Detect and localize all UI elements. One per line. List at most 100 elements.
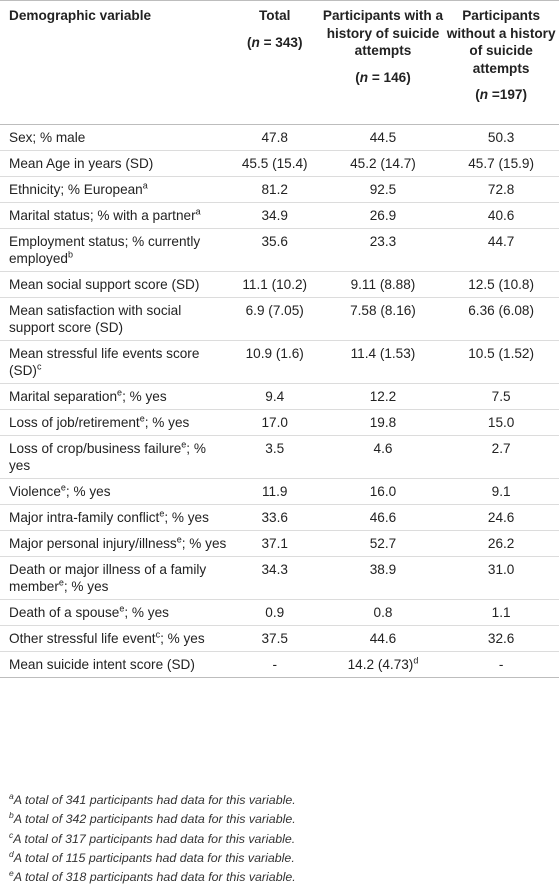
with-attempts-cell: 44.6 — [323, 625, 444, 651]
cell-value: 50.3 — [487, 129, 515, 145]
header-demographic-variable: Demographic variable — [9, 8, 152, 23]
row-label: Other stressful life eventc; % yes — [0, 625, 227, 651]
footnote: eA total of 318 participants had data fo… — [9, 868, 554, 887]
cell-value: 19.8 — [369, 414, 397, 430]
footnote-marker: e — [176, 533, 182, 544]
total-cell: 81.2 — [227, 176, 323, 202]
cell-value: 11.1 (10.2) — [242, 276, 308, 292]
without-attempts-cell: - — [443, 651, 559, 677]
row-label: Mean stressful life events score (SD)c — [0, 340, 227, 383]
table-body: Sex; % male 47.8 44.5 50.3 Mean Age in years… — [0, 124, 559, 677]
row-label-suffix: ; % yes — [63, 578, 109, 594]
row-label-suffix: ; % yes — [164, 509, 209, 525]
cell-value: 9.1 — [491, 483, 511, 499]
row-label: Death or major illness of a family membe… — [0, 556, 227, 599]
without-attempts-cell: 12.5 (10.8) — [443, 271, 559, 297]
row-label: Ethnicity; % Europeana — [0, 176, 227, 202]
row-label: Loss of job/retiremente; % yes — [0, 409, 227, 435]
row-label: Mean satisfaction with social support sc… — [0, 297, 227, 340]
cell-value: 12.2 — [369, 388, 397, 404]
row-label-text: Ethnicity; % European — [9, 181, 143, 197]
total-cell: 6.9 (7.05) — [227, 297, 323, 340]
row-label: Mean Age in years (SD) — [0, 150, 227, 176]
total-cell: 11.1 (10.2) — [227, 271, 323, 297]
header-total: Total (n = 343) — [227, 1, 323, 125]
total-cell: 9.4 — [227, 383, 323, 409]
row-label-text: Marital status; % with a partner — [9, 207, 196, 223]
without-attempts-cell: 26.2 — [443, 530, 559, 556]
row-label-suffix: ; % yes — [9, 440, 206, 473]
cell-value: 46.6 — [369, 509, 397, 525]
footnote-text: A total of 317 participants had data for… — [13, 831, 296, 846]
without-attempts-cell: 72.8 — [443, 176, 559, 202]
footnote-marker: a — [195, 205, 201, 216]
table-row: Death or major illness of a family membe… — [0, 556, 559, 599]
footnote-marker: e — [139, 412, 145, 423]
cell-value: 40.6 — [487, 207, 515, 223]
row-label: Major intra-family conflicte; % yes — [0, 504, 227, 530]
footnote-text: A total of 318 participants had data for… — [13, 870, 296, 885]
header-without-attempts-n: (n =197) — [475, 87, 528, 102]
with-attempts-cell: 4.6 — [323, 435, 444, 478]
table-header: Demographic variable Total (n = 343) Par… — [0, 0, 559, 125]
cell-value: 38.9 — [369, 561, 397, 577]
cell-value: 17.0 — [261, 414, 288, 430]
row-label: Major personal injury/illnesse; % yes — [0, 530, 227, 556]
cell-value: 0.9 — [265, 604, 285, 620]
row-label-suffix: ; % yes — [124, 604, 169, 620]
table-row: Loss of job/retiremente; % yes 17.0 19.8 15… — [0, 409, 559, 435]
without-attempts-cell: 40.6 — [443, 202, 559, 228]
header-with-attempts: Participants with a history of suicide a… — [323, 1, 444, 125]
cell-value: 23.3 — [369, 233, 397, 249]
footnote-marker: e — [159, 507, 165, 518]
cell-value: 37.5 — [261, 630, 288, 646]
row-label-text: Sex; % male — [9, 129, 86, 145]
with-attempts-cell: 0.8 — [323, 599, 444, 625]
total-cell: 3.5 — [227, 435, 323, 478]
header-with-attempts-n: (n = 146) — [355, 69, 411, 85]
cell-value: 44.7 — [487, 233, 515, 249]
row-label-text: Death of a spouse — [9, 604, 120, 620]
row-label-text: Loss of crop/business failure — [9, 440, 182, 456]
cell-value: 31.0 — [487, 561, 515, 577]
cell-value: 44.6 — [369, 630, 397, 646]
cell-value: 2.7 — [491, 440, 511, 456]
without-attempts-cell: 2.7 — [443, 435, 559, 478]
total-cell: 35.6 — [227, 228, 323, 271]
with-attempts-cell: 12.2 — [323, 383, 444, 409]
footnote-mark: d — [9, 848, 14, 859]
cell-value: 6.36 (6.08) — [468, 302, 534, 318]
cell-value: - — [498, 656, 504, 672]
row-label-text: Major intra-family conflict — [9, 509, 160, 525]
without-attempts-cell: 1.1 — [443, 599, 559, 625]
table-row: Employment status; % currently employedb… — [0, 228, 559, 271]
header-without-attempts-title: Participants without a history of suicid… — [446, 8, 556, 76]
footnote-marker: e — [117, 386, 123, 397]
total-cell: 0.9 — [227, 599, 323, 625]
footnote-mark: a — [9, 790, 14, 801]
without-attempts-cell: 15.0 — [443, 409, 559, 435]
footnote-marker: c — [155, 628, 161, 639]
without-attempts-cell: 44.7 — [443, 228, 559, 271]
table-row: Mean satisfaction with social support sc… — [0, 297, 559, 340]
with-attempts-cell: 16.0 — [323, 478, 444, 504]
header-with-attempts-title: Participants with a history of suicide a… — [322, 8, 444, 58]
total-cell: 47.8 — [227, 124, 323, 150]
without-attempts-cell: 6.36 (6.08) — [443, 297, 559, 340]
row-label-text: Major personal injury/illness — [9, 535, 177, 551]
footnote-marker: b — [67, 248, 73, 259]
row-label: Mean suicide intent score (SD) — [0, 651, 227, 677]
with-attempts-cell: 11.4 (1.53) — [323, 340, 444, 383]
cell-value: 7.58 (8.16) — [350, 302, 416, 318]
n-symbol: n — [359, 69, 369, 85]
cell-value: 34.3 — [261, 561, 288, 577]
cell-value: 15.0 — [487, 414, 515, 430]
footnote-marker: e — [58, 576, 64, 587]
with-attempts-cell: 7.58 (8.16) — [323, 297, 444, 340]
total-cell: 17.0 — [227, 409, 323, 435]
footnote-mark: e — [9, 868, 14, 879]
without-attempts-cell: 50.3 — [443, 124, 559, 150]
with-attempts-cell: 19.8 — [323, 409, 444, 435]
footnote-marker: a — [142, 179, 148, 190]
row-label-text: Mean suicide intent score (SD) — [9, 656, 195, 672]
